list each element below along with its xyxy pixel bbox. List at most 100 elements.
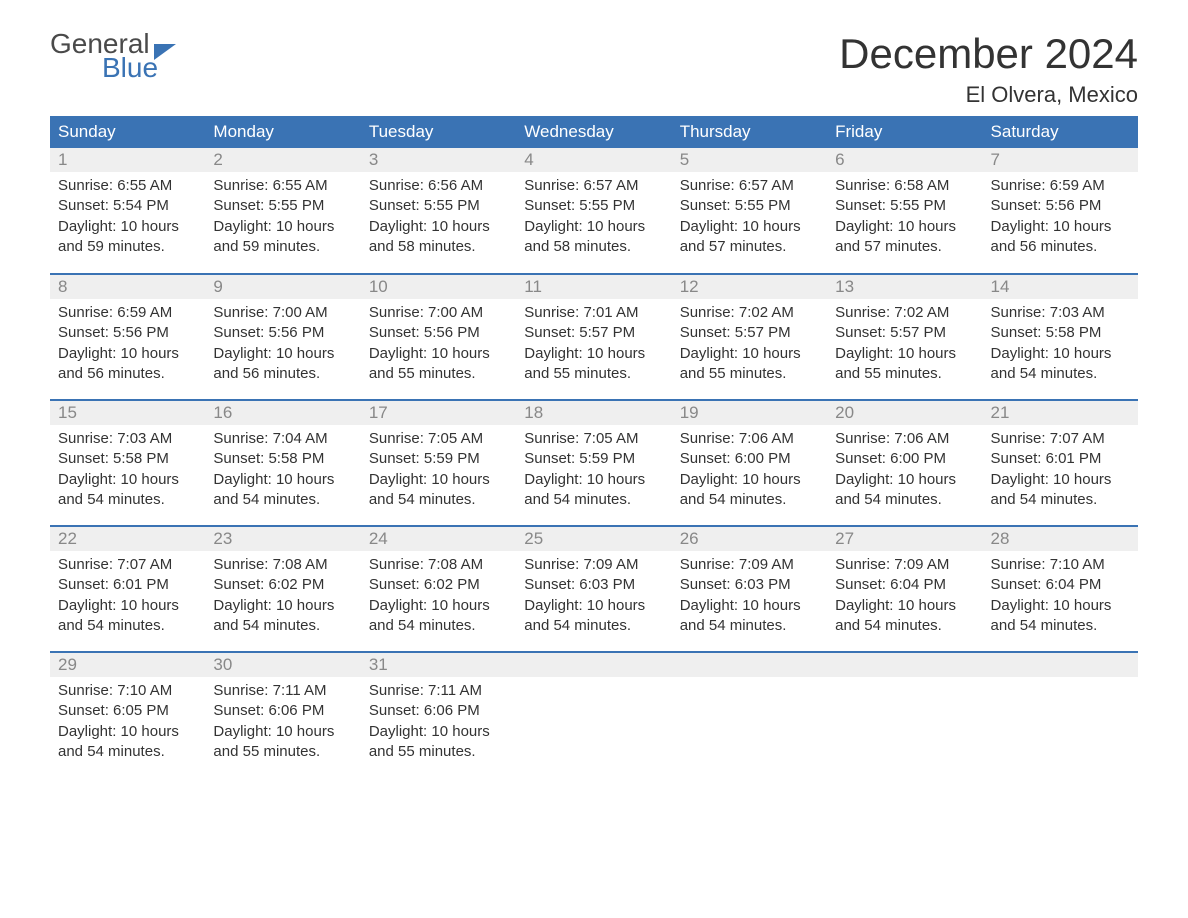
sunrise-text: Sunrise: 7:09 AM — [524, 555, 663, 575]
sunset-text: Sunset: 5:55 PM — [680, 196, 819, 216]
day-details: Sunrise: 7:05 AMSunset: 5:59 PMDaylight:… — [516, 425, 671, 516]
day-details: Sunrise: 6:57 AMSunset: 5:55 PMDaylight:… — [672, 172, 827, 263]
sunset-text: Sunset: 5:55 PM — [213, 196, 352, 216]
calendar-day-cell: 11Sunrise: 7:01 AMSunset: 5:57 PMDayligh… — [516, 274, 671, 400]
daylight-text-2: and 59 minutes. — [58, 237, 197, 257]
day-number: 22 — [50, 527, 205, 551]
sunrise-text: Sunrise: 6:56 AM — [369, 176, 508, 196]
day-number: 2 — [205, 148, 360, 172]
sunrise-text: Sunrise: 7:05 AM — [524, 429, 663, 449]
calendar-day-cell: 25Sunrise: 7:09 AMSunset: 6:03 PMDayligh… — [516, 526, 671, 652]
location-label: El Olvera, Mexico — [839, 82, 1138, 108]
sunset-text: Sunset: 5:55 PM — [835, 196, 974, 216]
day-header-row: SundayMondayTuesdayWednesdayThursdayFrid… — [50, 116, 1138, 148]
day-number: 31 — [361, 653, 516, 677]
sunset-text: Sunset: 5:58 PM — [991, 323, 1130, 343]
sunset-text: Sunset: 6:01 PM — [991, 449, 1130, 469]
day-number: 18 — [516, 401, 671, 425]
day-header: Friday — [827, 116, 982, 148]
daylight-text-1: Daylight: 10 hours — [369, 344, 508, 364]
daylight-text-1: Daylight: 10 hours — [835, 344, 974, 364]
sunset-text: Sunset: 5:56 PM — [991, 196, 1130, 216]
sunrise-text: Sunrise: 6:55 AM — [58, 176, 197, 196]
sunrise-text: Sunrise: 6:59 AM — [58, 303, 197, 323]
day-number: 28 — [983, 527, 1138, 551]
daylight-text-1: Daylight: 10 hours — [680, 470, 819, 490]
sunrise-text: Sunrise: 7:06 AM — [835, 429, 974, 449]
calendar-day-cell: 3Sunrise: 6:56 AMSunset: 5:55 PMDaylight… — [361, 148, 516, 274]
daylight-text-1: Daylight: 10 hours — [991, 217, 1130, 237]
daylight-text-2: and 55 minutes. — [213, 742, 352, 762]
sunrise-text: Sunrise: 7:10 AM — [58, 681, 197, 701]
calendar-day-cell — [516, 652, 671, 778]
calendar-day-cell: 27Sunrise: 7:09 AMSunset: 6:04 PMDayligh… — [827, 526, 982, 652]
daylight-text-2: and 54 minutes. — [369, 490, 508, 510]
sunrise-text: Sunrise: 6:59 AM — [991, 176, 1130, 196]
daylight-text-1: Daylight: 10 hours — [524, 596, 663, 616]
day-number: 3 — [361, 148, 516, 172]
daylight-text-1: Daylight: 10 hours — [680, 344, 819, 364]
sunset-text: Sunset: 5:56 PM — [369, 323, 508, 343]
sunrise-text: Sunrise: 7:02 AM — [680, 303, 819, 323]
day-number: 12 — [672, 275, 827, 299]
daylight-text-1: Daylight: 10 hours — [58, 596, 197, 616]
sunset-text: Sunset: 6:03 PM — [680, 575, 819, 595]
daylight-text-1: Daylight: 10 hours — [213, 344, 352, 364]
calendar-day-cell: 24Sunrise: 7:08 AMSunset: 6:02 PMDayligh… — [361, 526, 516, 652]
day-number: 14 — [983, 275, 1138, 299]
daylight-text-1: Daylight: 10 hours — [58, 722, 197, 742]
daylight-text-1: Daylight: 10 hours — [369, 596, 508, 616]
sunrise-text: Sunrise: 7:10 AM — [991, 555, 1130, 575]
calendar-day-cell: 2Sunrise: 6:55 AMSunset: 5:55 PMDaylight… — [205, 148, 360, 274]
daylight-text-2: and 56 minutes. — [58, 364, 197, 384]
daylight-text-2: and 56 minutes. — [213, 364, 352, 384]
day-details: Sunrise: 6:57 AMSunset: 5:55 PMDaylight:… — [516, 172, 671, 263]
daylight-text-1: Daylight: 10 hours — [58, 470, 197, 490]
calendar-week-row: 22Sunrise: 7:07 AMSunset: 6:01 PMDayligh… — [50, 526, 1138, 652]
daylight-text-2: and 54 minutes. — [835, 490, 974, 510]
day-details: Sunrise: 7:03 AMSunset: 5:58 PMDaylight:… — [50, 425, 205, 516]
calendar-week-row: 8Sunrise: 6:59 AMSunset: 5:56 PMDaylight… — [50, 274, 1138, 400]
calendar-day-cell: 30Sunrise: 7:11 AMSunset: 6:06 PMDayligh… — [205, 652, 360, 778]
calendar-week-row: 29Sunrise: 7:10 AMSunset: 6:05 PMDayligh… — [50, 652, 1138, 778]
sunset-text: Sunset: 5:57 PM — [524, 323, 663, 343]
daylight-text-1: Daylight: 10 hours — [524, 217, 663, 237]
day-details: Sunrise: 7:10 AMSunset: 6:04 PMDaylight:… — [983, 551, 1138, 642]
calendar-day-cell — [672, 652, 827, 778]
daylight-text-2: and 58 minutes. — [524, 237, 663, 257]
day-header: Sunday — [50, 116, 205, 148]
day-number: 20 — [827, 401, 982, 425]
calendar-day-cell: 21Sunrise: 7:07 AMSunset: 6:01 PMDayligh… — [983, 400, 1138, 526]
day-number: 5 — [672, 148, 827, 172]
sunset-text: Sunset: 5:59 PM — [369, 449, 508, 469]
sunset-text: Sunset: 6:06 PM — [213, 701, 352, 721]
day-number: 6 — [827, 148, 982, 172]
day-number: 16 — [205, 401, 360, 425]
day-header: Tuesday — [361, 116, 516, 148]
sunrise-text: Sunrise: 7:08 AM — [213, 555, 352, 575]
daylight-text-1: Daylight: 10 hours — [213, 722, 352, 742]
sunrise-text: Sunrise: 7:03 AM — [58, 429, 197, 449]
day-details: Sunrise: 7:00 AMSunset: 5:56 PMDaylight:… — [361, 299, 516, 390]
day-number: 19 — [672, 401, 827, 425]
daylight-text-2: and 54 minutes. — [680, 616, 819, 636]
daylight-text-2: and 54 minutes. — [524, 616, 663, 636]
day-header: Thursday — [672, 116, 827, 148]
daylight-text-1: Daylight: 10 hours — [835, 470, 974, 490]
daylight-text-2: and 55 minutes. — [680, 364, 819, 384]
day-header: Saturday — [983, 116, 1138, 148]
calendar-day-cell: 31Sunrise: 7:11 AMSunset: 6:06 PMDayligh… — [361, 652, 516, 778]
daylight-text-1: Daylight: 10 hours — [524, 470, 663, 490]
day-details: Sunrise: 6:59 AMSunset: 5:56 PMDaylight:… — [983, 172, 1138, 263]
sunrise-text: Sunrise: 7:11 AM — [213, 681, 352, 701]
sunrise-text: Sunrise: 6:55 AM — [213, 176, 352, 196]
sunset-text: Sunset: 6:04 PM — [835, 575, 974, 595]
calendar-day-cell: 23Sunrise: 7:08 AMSunset: 6:02 PMDayligh… — [205, 526, 360, 652]
sunset-text: Sunset: 6:00 PM — [680, 449, 819, 469]
sunset-text: Sunset: 5:56 PM — [213, 323, 352, 343]
sunrise-text: Sunrise: 6:58 AM — [835, 176, 974, 196]
sunset-text: Sunset: 5:57 PM — [680, 323, 819, 343]
daylight-text-1: Daylight: 10 hours — [680, 596, 819, 616]
daylight-text-2: and 54 minutes. — [991, 364, 1130, 384]
calendar-day-cell: 10Sunrise: 7:00 AMSunset: 5:56 PMDayligh… — [361, 274, 516, 400]
